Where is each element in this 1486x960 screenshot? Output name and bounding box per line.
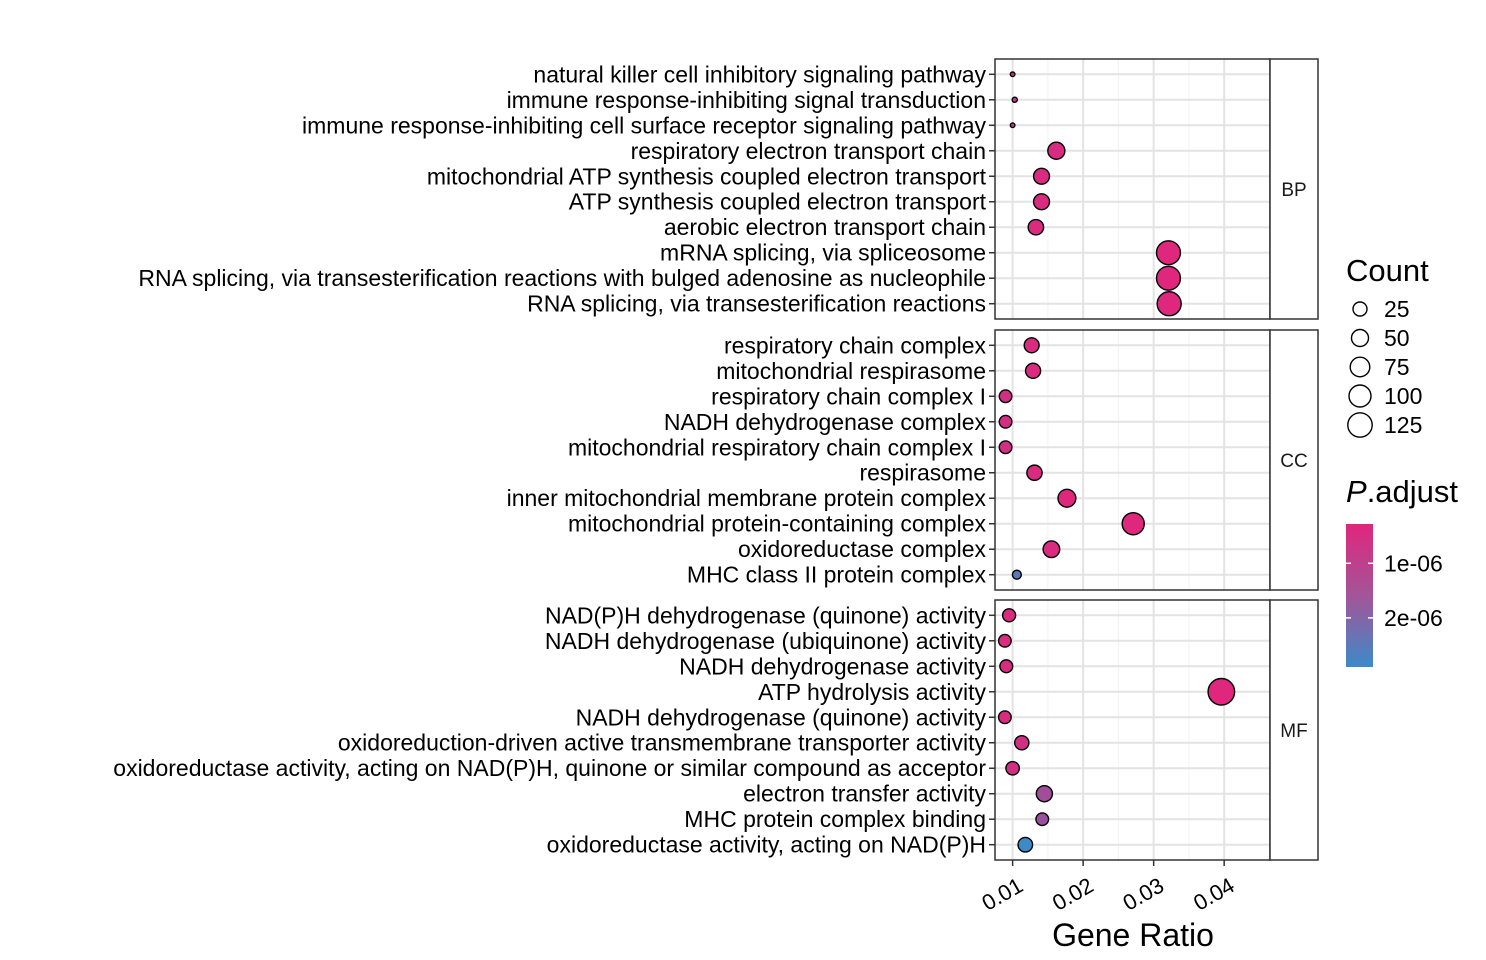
data-point [1017, 836, 1034, 853]
term-label: ATP hydrolysis activity [758, 679, 986, 705]
data-point [1005, 760, 1021, 776]
data-point [1047, 141, 1066, 160]
term-label: NADH dehydrogenase (quinone) activity [576, 704, 987, 730]
facet-panels: natural killer cell inhibitory signaling… [113, 58, 1319, 916]
term-label: mRNA splicing, via spliceosome [660, 240, 986, 266]
data-point [1121, 511, 1145, 536]
data-point [1023, 337, 1040, 354]
data-point [1156, 290, 1182, 317]
facet-strip [1269, 599, 1319, 861]
term-label: immune response-inhibiting signal transd… [507, 87, 986, 113]
term-label: RNA splicing, via transesterification re… [138, 265, 986, 291]
term-label: NADH dehydrogenase activity [679, 653, 986, 679]
color-bar [1346, 524, 1373, 667]
data-point [1001, 608, 1017, 623]
term-label: mitochondrial respirasome [716, 358, 986, 384]
data-point [1155, 240, 1182, 266]
size-legend-key [1349, 356, 1371, 378]
facet-panel-mf: NAD(P)H dehydrogenase (quinone) activity… [113, 599, 1319, 861]
legend: Count 25 50 75 100 125 P.adjust 1e-06 2e-06 [1346, 253, 1458, 667]
data-point [1032, 193, 1051, 211]
data-point [1011, 96, 1019, 104]
x-axis-label: Gene Ratio [1052, 917, 1214, 953]
data-point [1032, 167, 1051, 185]
data-point [1026, 464, 1043, 482]
term-label: respiratory chain complex [724, 332, 987, 358]
data-point [1057, 488, 1077, 508]
data-point [1035, 812, 1050, 827]
term-label: NADH dehydrogenase (ubiquinone) activity [545, 628, 987, 654]
data-point [997, 633, 1012, 648]
data-point [997, 710, 1012, 725]
size-legend-label: 50 [1384, 325, 1410, 351]
size-legend: Count 25 50 75 100 125 [1346, 253, 1429, 438]
size-legend-key [1348, 384, 1372, 408]
size-legend-label: 25 [1384, 296, 1410, 322]
data-point [1207, 677, 1236, 706]
color-legend: P.adjust 1e-06 2e-06 [1346, 474, 1458, 667]
term-label: ATP synthesis coupled electron transport [569, 189, 987, 215]
color-bar-label: 2e-06 [1384, 605, 1443, 631]
facet-panel-bp: natural killer cell inhibitory signaling… [138, 58, 1319, 320]
data-point [1027, 218, 1045, 236]
term-label: mitochondrial respiratory chain complex … [568, 434, 986, 460]
term-label: respiratory chain complex I [711, 383, 986, 409]
data-point [999, 659, 1014, 674]
data-point [998, 414, 1013, 429]
size-legend-key [1352, 301, 1368, 317]
term-label: mitochondrial ATP synthesis coupled elec… [427, 163, 987, 189]
facet-strip [1269, 58, 1319, 320]
data-point [1024, 362, 1042, 380]
data-point [1042, 540, 1061, 559]
size-legend-label: 100 [1384, 383, 1422, 409]
term-label: inner mitochondrial membrane protein com… [507, 485, 987, 511]
color-bar-label: 1e-06 [1384, 550, 1443, 576]
term-label: immune response-inhibiting cell surface … [302, 112, 986, 138]
facet-strip-label: MF [1280, 721, 1307, 742]
data-point [1009, 122, 1016, 129]
term-label: natural killer cell inhibitory signaling… [533, 61, 986, 87]
data-point [1155, 265, 1182, 291]
term-label: electron transfer activity [743, 781, 986, 807]
facet-strip [1269, 329, 1319, 591]
term-label: oxidoreductase activity, acting on NAD(P… [113, 755, 986, 781]
data-point [998, 440, 1013, 455]
data-point [1014, 734, 1030, 751]
term-label: aerobic electron transport chain [664, 214, 986, 240]
facet-strip-label: BP [1281, 180, 1306, 201]
data-point [1009, 71, 1016, 78]
term-label: NADH dehydrogenase complex [664, 409, 987, 435]
size-legend-label: 125 [1384, 412, 1422, 438]
term-label: NAD(P)H dehydrogenase (quinone) activity [545, 602, 987, 628]
size-legend-title: Count [1346, 253, 1429, 288]
size-legend-key [1350, 328, 1370, 348]
term-label: respirasome [859, 460, 986, 486]
size-legend-label: 75 [1384, 354, 1410, 380]
term-label: RNA splicing, via transesterification re… [527, 291, 986, 317]
data-point [1011, 569, 1023, 580]
term-label: oxidoreductase activity, acting on NAD(P… [547, 832, 986, 858]
term-label: MHC protein complex binding [684, 806, 986, 832]
term-label: mitochondrial protein-containing complex [568, 511, 987, 537]
size-legend-key [1347, 412, 1373, 438]
color-legend-title: P.adjust [1346, 474, 1458, 509]
facet-strip-label: CC [1280, 451, 1307, 472]
term-label: oxidoreduction-driven active transmembra… [338, 730, 987, 756]
term-label: oxidoreductase complex [738, 536, 987, 562]
panel-background [995, 59, 1270, 319]
data-point [998, 389, 1013, 404]
data-point [1035, 784, 1054, 803]
term-label: respiratory electron transport chain [631, 138, 986, 164]
term-label: MHC class II protein complex [687, 562, 987, 588]
